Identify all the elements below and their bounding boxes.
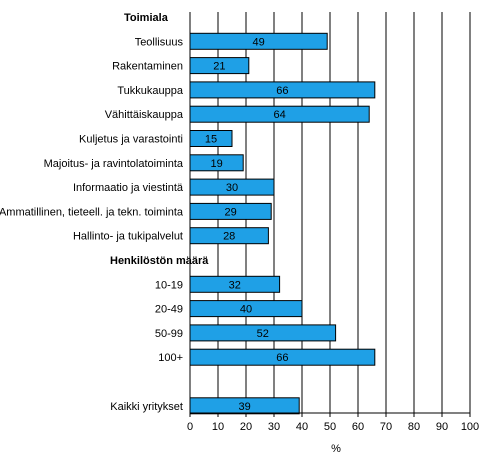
category-label: 50-99 [155,328,183,340]
data-label: 32 [229,279,241,291]
group-label: Toimiala [124,12,169,24]
x-tick-label: 50 [324,421,336,433]
category-label: Rakentaminen [112,61,183,73]
x-tick-label: 90 [436,421,448,433]
x-tick-label: 100 [461,421,479,433]
category-label: Teollisuus [135,36,184,48]
category-label: Hallinto- ja tukipalvelut [73,231,183,243]
category-label: Informaatio ja viestintä [73,182,184,194]
category-labels: Toimiala Teollisuus Rakentaminen Tukkukaupp… [0,12,209,413]
category-label: Kuljetus ja varastointi [79,134,183,146]
data-label: 49 [252,36,264,48]
category-label: 10-19 [155,279,183,291]
category-label: 20-49 [155,304,183,316]
group-label: Henkilöstön määrä [110,255,209,267]
data-label: 15 [205,134,217,146]
category-label: Majoitus- ja ravintolatoiminta [44,158,184,170]
x-tick-label: 20 [240,421,252,433]
data-label: 52 [257,328,269,340]
gridlines [189,12,471,413]
data-label: 66 [276,352,288,364]
data-label: 39 [238,401,250,413]
x-tick-label: 10 [212,421,224,433]
bars: 49 21 66 64 15 19 30 29 28 32 40 52 66 39 [189,32,376,415]
x-axis: 0 10 20 30 40 50 60 70 80 90 100 [187,12,479,433]
data-label: 40 [240,304,252,316]
category-label: 100+ [158,352,183,364]
x-tick-label: 70 [380,421,392,433]
data-label: 64 [273,109,285,121]
data-label: 29 [224,206,236,218]
x-tick-label: 80 [408,421,420,433]
category-label: Ammatillinen, tieteell. ja tekn. toimint… [0,206,184,218]
x-tick-label: 0 [187,421,193,433]
category-label: Tukkukauppa [117,85,184,97]
data-label: 19 [210,158,222,170]
data-label: 66 [276,85,288,97]
data-label: 28 [223,231,235,243]
x-tick-label: 40 [296,421,308,433]
x-tick-label: 60 [352,421,364,433]
x-axis-title: % [331,443,341,455]
data-label: 21 [213,61,225,73]
category-label: Vähittäiskauppa [105,109,184,121]
x-tick-label: 30 [268,421,280,433]
category-label: Kaikki yritykset [110,401,183,413]
data-label: 30 [226,182,238,194]
